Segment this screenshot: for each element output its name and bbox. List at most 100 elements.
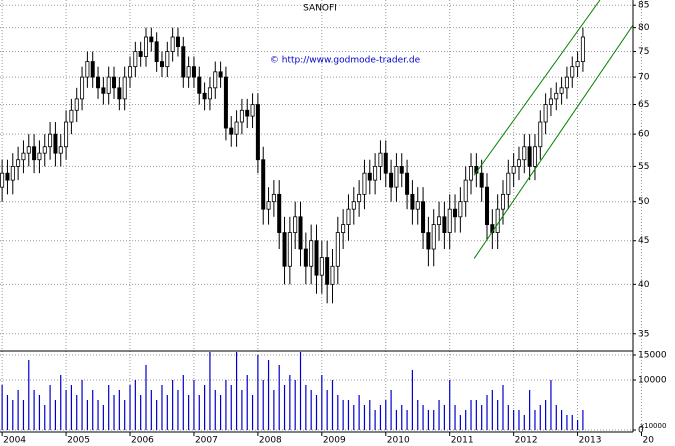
candle-body [405, 172, 410, 195]
candle-body [266, 201, 271, 210]
candle-body [378, 152, 383, 167]
candle-body [277, 193, 282, 233]
x-tick-label: 2013 [579, 436, 602, 446]
candle-body [101, 87, 106, 94]
candle-body [143, 36, 148, 57]
candle-body [261, 159, 266, 210]
candle-body [122, 76, 127, 100]
x-tick-label: 2012 [515, 436, 538, 446]
chart-title: SANOFI [303, 4, 337, 14]
candle-body [10, 165, 15, 181]
candle-body [234, 121, 239, 135]
candle-body [186, 66, 191, 78]
candle-body [64, 121, 69, 148]
candle-body [112, 76, 117, 89]
price-panel [0, 0, 633, 304]
candle-body [181, 46, 186, 78]
candle-body [202, 92, 207, 100]
candle-body [559, 87, 564, 94]
candle-body [48, 133, 53, 148]
y-tick-label: 45 [638, 236, 649, 246]
source-link: © http://www.godmode-trader.de [270, 56, 421, 66]
candle-body [287, 232, 292, 267]
candle-body [570, 66, 575, 78]
y-tick-label: 35 [638, 329, 649, 339]
candle-body [431, 224, 436, 250]
candle-body [580, 36, 585, 62]
candle-body [367, 172, 372, 181]
x-tick-label: 2006 [131, 436, 154, 446]
x-tick-label: 2004 [3, 436, 26, 446]
candle-body [37, 152, 42, 161]
candle-body [495, 208, 500, 233]
candle-body [90, 61, 95, 78]
candle-body [229, 127, 234, 135]
candle-body [522, 146, 527, 161]
x-tick-label: 20 [643, 436, 655, 446]
candle-body [128, 66, 133, 78]
candle-body [106, 76, 111, 94]
candle-body [538, 121, 543, 148]
y2-tick-label: 15000 [638, 351, 667, 361]
candle-body [415, 201, 420, 210]
y-tick-label: 75 [638, 47, 649, 57]
candle-body [165, 51, 170, 68]
candle-body [362, 172, 367, 195]
y-tick-label: 40 [638, 280, 650, 290]
candle-body [426, 232, 431, 250]
candle-body [479, 172, 484, 188]
y-tick-label: 55 [638, 162, 649, 172]
trend-channel [473, 24, 633, 259]
candle-body [447, 208, 452, 233]
candle-body [26, 146, 31, 154]
candle-body [96, 76, 101, 89]
y2-tick-label: 10000 [638, 376, 667, 386]
candle-body [53, 133, 58, 154]
volume-unit: x10000 [640, 422, 666, 430]
candle-body [80, 76, 85, 100]
y-tick-label: 50 [638, 197, 650, 207]
candle-body [548, 98, 553, 105]
candle-body [575, 61, 580, 68]
candle-body [357, 193, 362, 203]
candle-body [149, 36, 154, 43]
candle-body [117, 87, 122, 100]
candle-body [69, 109, 74, 123]
trend-channel [473, 0, 601, 176]
candle-body [271, 193, 276, 203]
candle-body [298, 216, 303, 250]
candle-body [399, 165, 404, 174]
x-tick-label: 2008 [259, 436, 282, 446]
candle-body [554, 92, 559, 100]
candle-body [389, 172, 394, 188]
y-tick-label: 65 [638, 100, 649, 110]
candle-body [335, 232, 340, 267]
candle-body [564, 76, 569, 89]
candle-body [516, 159, 521, 167]
candle-body [58, 146, 63, 154]
candle-body [394, 165, 399, 188]
candle-body [21, 152, 26, 161]
candle-body [532, 146, 537, 167]
candle-body [543, 104, 548, 123]
candle-body [5, 172, 10, 181]
candle-body [463, 179, 468, 203]
volume-panel [1, 352, 584, 430]
candle-body [213, 71, 218, 89]
candle-body [303, 248, 308, 267]
candle-body [500, 193, 505, 210]
candle-body [239, 109, 244, 123]
candle-body [207, 87, 212, 100]
candle-body [309, 240, 314, 267]
candle-body [319, 257, 324, 276]
candle-body [341, 224, 346, 233]
candle-body [191, 66, 196, 78]
candle-body [458, 201, 463, 218]
x-tick-label: 2005 [67, 436, 90, 446]
x-tick-label: 2009 [323, 436, 346, 446]
candle-body [330, 265, 335, 285]
y2-tick-label: 0 [638, 426, 644, 436]
candle-body [506, 172, 511, 195]
